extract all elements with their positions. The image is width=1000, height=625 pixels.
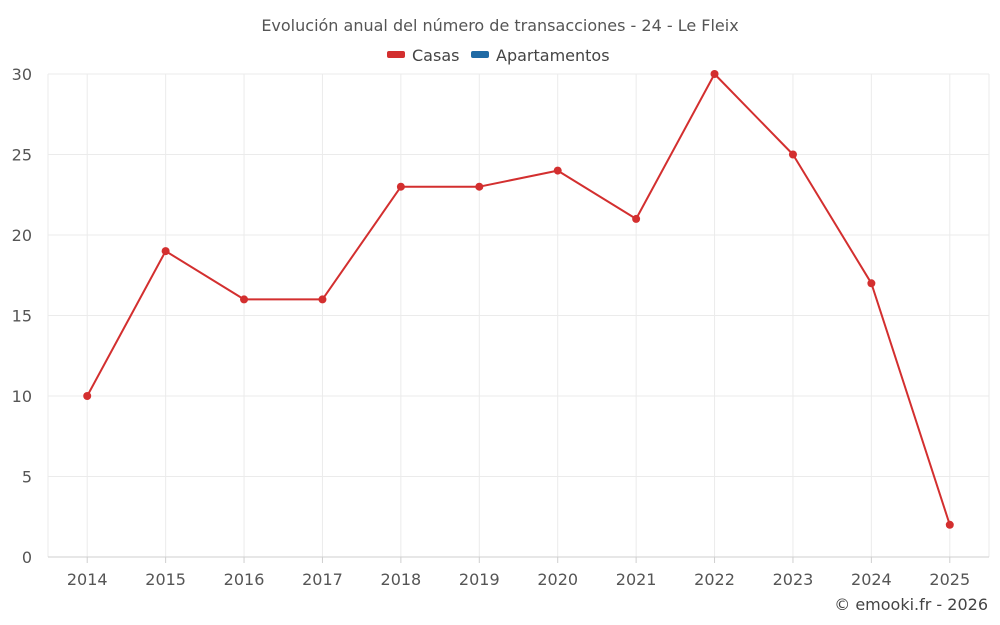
data-point-casas-2024[interactable]	[867, 279, 876, 288]
legend-swatch-apartamentos	[471, 51, 489, 58]
x-tick-label: 2016	[224, 570, 265, 589]
x-tick-label: 2017	[302, 570, 343, 589]
x-tick-label: 2022	[694, 570, 735, 589]
data-point-casas-2017[interactable]	[318, 295, 327, 304]
legend-label-apartamentos: Apartamentos	[496, 46, 610, 65]
y-tick-label: 30	[12, 65, 32, 84]
legend-item-apartamentos[interactable]: Apartamentos	[471, 46, 610, 65]
data-point-casas-2019[interactable]	[475, 182, 484, 191]
credit-text: © emooki.fr - 2026	[834, 595, 988, 614]
x-tick-label: 2019	[459, 570, 500, 589]
data-point-casas-2016[interactable]	[240, 295, 249, 304]
legend-item-casas[interactable]: Casas	[387, 46, 459, 65]
x-tick-label: 2025	[929, 570, 970, 589]
legend: Casas Apartamentos	[387, 46, 610, 65]
x-tick-label: 2020	[537, 570, 578, 589]
data-point-casas-2021[interactable]	[632, 214, 641, 223]
chart-title: Evolución anual del número de transaccio…	[261, 16, 738, 35]
y-tick-label: 25	[12, 146, 32, 165]
x-tick-label: 2021	[616, 570, 657, 589]
data-point-casas-2014[interactable]	[83, 392, 92, 400]
data-point-casas-2020[interactable]	[553, 166, 562, 175]
y-tick-label: 15	[12, 307, 32, 326]
data-point-casas-2025[interactable]	[945, 520, 954, 529]
y-tick-label: 20	[12, 226, 32, 245]
data-point-casas-2018[interactable]	[396, 182, 405, 191]
y-tick-label: 0	[22, 548, 32, 567]
series-line-casas	[86, 73, 951, 526]
series-layer	[83, 70, 954, 529]
y-tick-label: 5	[22, 468, 32, 487]
x-tick-label: 2014	[67, 570, 108, 589]
x-tick-label: 2024	[851, 570, 892, 589]
legend-swatch-casas	[387, 51, 405, 58]
data-point-casas-2015[interactable]	[161, 247, 170, 256]
x-tick-label: 2015	[145, 570, 186, 589]
legend-label-casas: Casas	[412, 46, 459, 65]
x-tick-label: 2018	[381, 570, 422, 589]
y-tick-label: 10	[12, 387, 32, 406]
data-point-casas-2023[interactable]	[788, 150, 797, 159]
grid	[47, 73, 990, 557]
data-point-casas-2022[interactable]	[710, 70, 719, 78]
x-tick-label: 2023	[773, 570, 814, 589]
